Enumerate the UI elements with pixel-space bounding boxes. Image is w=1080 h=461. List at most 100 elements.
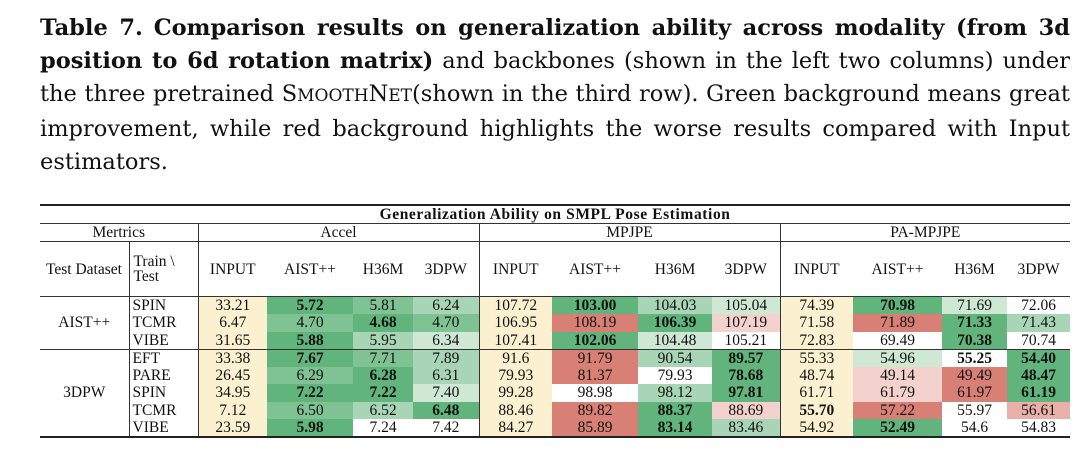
caption-bold-text: Comparison results on generalization abi… [40,15,1070,74]
value-cell: 6.47 [197,314,267,332]
value-cell: 5.81 [353,296,413,314]
caption-text-1: and backbones (shown in the left two col… [40,48,1070,107]
table-row: VIBE 23.59 5.98 7.24 7.42 84.27 85.89 83.14 83.4… [40,419,1071,438]
column-header: AIST++ [552,241,638,297]
value-cell: 84.27 [478,419,552,438]
value-cell: 5.88 [267,331,353,350]
value-cell: 107.72 [478,296,552,314]
value-cell: 6.24 [413,296,479,314]
value-cell: 31.65 [197,331,267,350]
value-cell: 72.06 [1007,296,1071,314]
value-cell: 6.52 [353,401,413,419]
value-cell: 7.42 [413,419,479,438]
value-cell: 78.68 [712,366,780,384]
backbone-cell: VIBE [128,419,198,438]
caption-label: Table 7. [40,15,143,41]
value-cell: 54.96 [853,349,942,367]
value-cell: 7.12 [197,401,267,419]
value-cell: 54.6 [942,419,1007,438]
backbone-cell: SPIN [128,384,198,402]
value-cell: 7.40 [413,384,479,402]
value-cell: 88.46 [478,401,552,419]
value-cell: 79.93 [638,366,712,384]
value-cell: 98.12 [638,384,712,402]
value-cell: 7.22 [267,384,353,402]
value-cell: 49.14 [853,366,942,384]
value-cell: 104.48 [638,331,712,350]
value-cell: 89.57 [712,349,780,367]
group-mpjpe: MPJPE [478,223,780,242]
value-cell: 81.37 [552,366,638,384]
value-cell: 107.19 [712,314,780,332]
value-cell: 71.43 [1007,314,1071,332]
value-cell: 7.67 [267,349,353,367]
value-cell: 48.74 [779,366,853,384]
value-cell: 5.98 [267,419,353,438]
value-cell: 74.39 [779,296,853,314]
value-cell: 72.83 [779,331,853,350]
column-header: INPUT [779,241,853,297]
value-cell: 71.89 [853,314,942,332]
value-cell: 102.06 [552,331,638,350]
value-cell: 106.95 [478,314,552,332]
results-table: Generalization Ability on SMPL Pose Esti… [40,204,1071,438]
value-cell: 33.38 [197,349,267,367]
value-cell: 55.70 [779,401,853,419]
table-caption: Table 7. Comparison results on generaliz… [40,12,1070,179]
value-cell: 33.21 [197,296,267,314]
column-header: AIST++ [267,241,353,297]
column-header: 3DPW [413,241,479,297]
value-cell: 54.40 [1007,349,1071,367]
test-dataset-cell: AIST++ [40,296,129,350]
test-dataset-header: Test Dataset [40,241,129,297]
value-cell: 6.48 [413,401,479,419]
table-row: VIBE 31.65 5.88 5.95 6.34 107.41 102.06 104.48 1… [40,331,1071,350]
value-cell: 6.28 [353,366,413,384]
value-cell: 52.49 [853,419,942,438]
metrics-header: Mertrics [40,223,198,242]
backbone-cell: SPIN [128,296,198,314]
value-cell: 88.37 [638,401,712,419]
column-header: INPUT [197,241,267,297]
backbone-cell: PARE [128,366,198,384]
value-cell: 99.28 [478,384,552,402]
table-row: TCMR 7.12 6.50 6.52 6.48 88.46 89.82 88.37 88.69… [40,401,1071,419]
smoothnet-name: SMOOTHNET [281,81,413,107]
value-cell: 6.50 [267,401,353,419]
value-cell: 91.6 [478,349,552,367]
value-cell: 6.29 [267,366,353,384]
backbone-cell: EFT [128,349,198,367]
value-cell: 70.38 [942,331,1007,350]
value-cell: 105.04 [712,296,780,314]
value-cell: 103.00 [552,296,638,314]
column-header: 3DPW [712,241,780,297]
value-cell: 91.79 [552,349,638,367]
column-header: H36M [638,241,712,297]
column-header: H36M [353,241,413,297]
value-cell: 5.95 [353,331,413,350]
column-header: AIST++ [853,241,942,297]
value-cell: 4.70 [413,314,479,332]
value-cell: 56.61 [1007,401,1071,419]
test-dataset-cell: 3DPW [40,349,129,438]
backbone-cell: VIBE [128,331,198,350]
column-header: 3DPW [1007,241,1071,297]
value-cell: 23.59 [197,419,267,438]
value-cell: 54.83 [1007,419,1071,438]
table-row: AIST++ SPIN 33.21 5.72 5.81 6.24 107.72 103.00 1… [40,296,1071,350]
value-cell: 49.49 [942,366,1007,384]
value-cell: 7.89 [413,349,479,367]
table-row: PARE 26.45 6.29 6.28 6.31 79.93 81.37 79.93 78.6… [40,366,1071,384]
table-row: 3DPW EFT 33.38 7.67 7.71 7.89 91.6 91.79 90.54 89… [40,349,1071,438]
group-pa-mpjpe: PA-MPJPE [779,223,1071,242]
value-cell: 55.33 [779,349,853,367]
value-cell: 48.47 [1007,366,1071,384]
value-cell: 4.68 [353,314,413,332]
table-row: SPIN 34.95 7.22 7.22 7.40 99.28 98.98 98.12 97.8… [40,384,1071,402]
value-cell: 98.98 [552,384,638,402]
value-cell: 55.25 [942,349,1007,367]
value-cell: 85.89 [552,419,638,438]
value-cell: 107.41 [478,331,552,350]
value-cell: 61.97 [942,384,1007,402]
value-cell: 71.69 [942,296,1007,314]
